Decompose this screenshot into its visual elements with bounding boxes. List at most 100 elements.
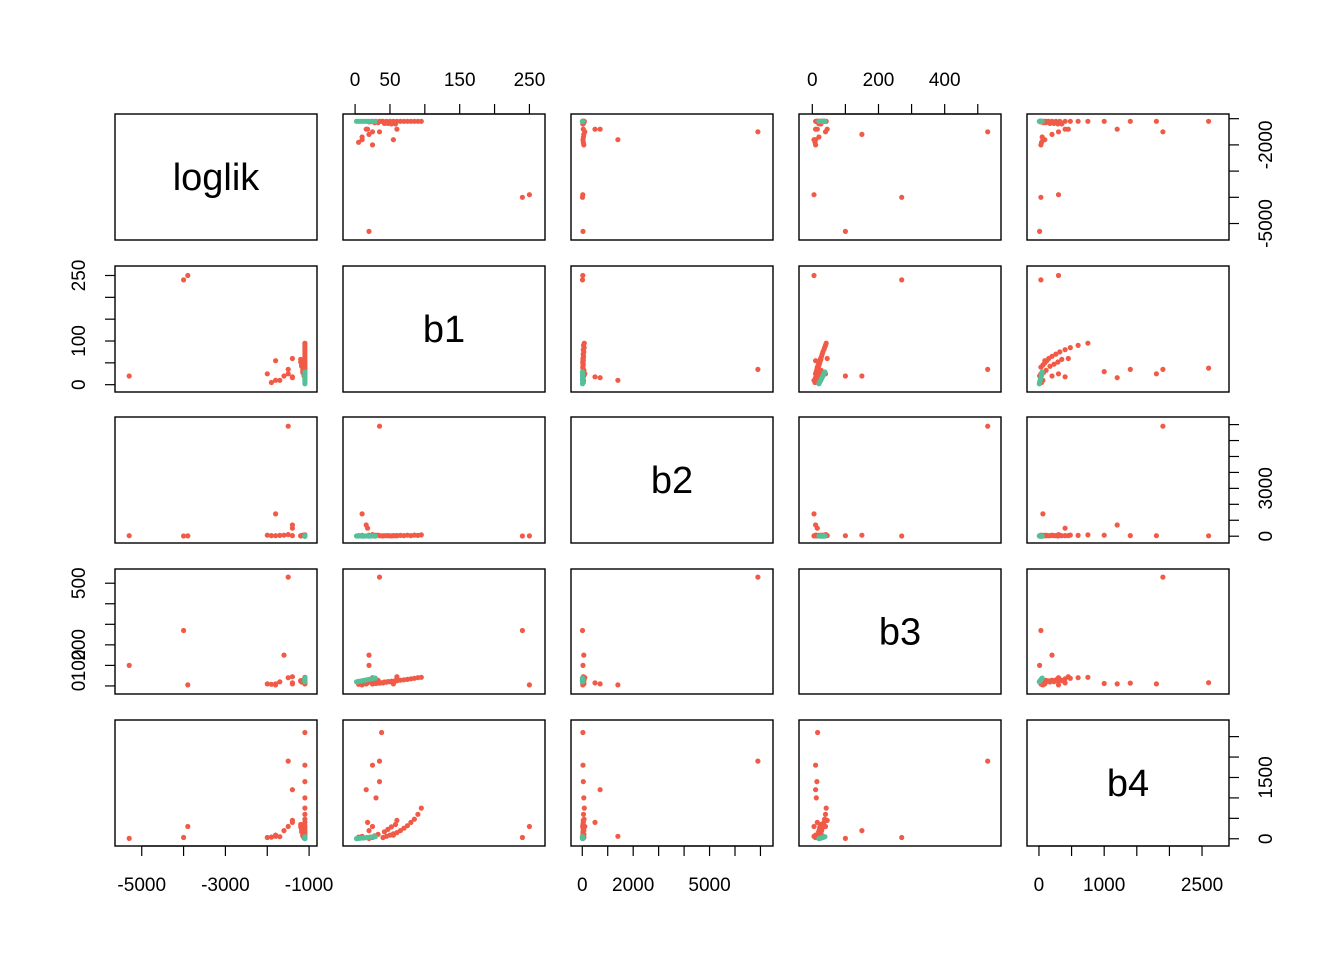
panel-b2-vs-b1: [342, 416, 546, 544]
point-b1-b4-23: [1059, 356, 1065, 362]
point-b4-loglik-29: [281, 828, 287, 834]
point-b3-b4-37: [1037, 662, 1043, 669]
ticklabel-bottom-b2-5: 5000: [688, 875, 730, 896]
point-b1-b3-47: [822, 369, 828, 375]
point-b1-loglik-36: [181, 277, 187, 283]
point-b1-loglik-27: [285, 371, 291, 377]
point-loglik-b4-28: [1160, 129, 1166, 135]
point-loglik-b1-22: [388, 121, 394, 127]
point-b4-b1-7: [404, 823, 410, 829]
point-b1-b4-10: [1075, 342, 1081, 348]
point-b2-loglik-23: [298, 533, 304, 539]
point-loglik-b1-11: [418, 118, 424, 124]
point-loglik-b1-47: [372, 118, 378, 124]
point-b3-b1-35: [526, 682, 533, 688]
point-b3-b1-31: [390, 681, 396, 687]
point-loglik-b4-26: [1065, 126, 1071, 132]
ticklabel-left-b1-5: 250: [69, 260, 90, 292]
point-b4-b3-47: [822, 834, 828, 840]
panel-b2-vs-b4: [1026, 416, 1230, 544]
point-b1-b3-37: [842, 373, 849, 379]
point-loglik-b4-9: [1067, 118, 1073, 124]
point-b2-b1-35: [526, 533, 533, 539]
point-b3-b4-11: [1085, 674, 1091, 680]
panel-b1-vs-b2: [570, 265, 774, 393]
point-b3-b1-26: [394, 674, 400, 680]
point-b3-b4-13: [1127, 680, 1133, 686]
point-b1-loglik-47: [302, 369, 308, 375]
point-b2-b1-47: [372, 533, 378, 539]
point-b1-b4-21: [1051, 361, 1057, 367]
point-b2-loglik-33: [268, 533, 274, 539]
point-b2-loglik-26: [289, 533, 295, 539]
point-b4-loglik-37: [126, 835, 132, 842]
panel-b1-vs-b3: [798, 265, 1002, 393]
point-b4-b3-10: [822, 811, 829, 817]
point-b1-b2-11: [581, 340, 587, 346]
point-loglik-b3-35: [811, 192, 817, 198]
point-b4-b1-12: [373, 795, 379, 801]
point-loglik-b4-19: [1043, 120, 1049, 126]
point-b4-b1-27: [369, 823, 376, 830]
ticklabel-left-b3-0: 0: [69, 681, 90, 692]
point-b3-b4-10: [1075, 675, 1081, 681]
point-b3-loglik-29: [281, 652, 287, 658]
point-b1-b4-20: [1047, 363, 1053, 369]
ticklabel-bottom-b2-2: 2000: [612, 875, 654, 896]
point-b4-b2-28: [755, 758, 761, 764]
point-loglik-b4-21: [1051, 120, 1057, 126]
point-loglik-b1-37: [366, 228, 372, 234]
point-b4-b1-9: [411, 816, 417, 822]
point-loglik-b4-23: [1059, 121, 1065, 127]
point-b4-loglik-36: [181, 834, 187, 841]
point-b2-b4-10: [1075, 532, 1081, 539]
point-b1-b3-36: [899, 277, 905, 283]
ticklabel-bottom-loglik-0: -5000: [117, 875, 166, 896]
point-loglik-b2-36: [579, 194, 586, 200]
point-b4-b3-36: [899, 834, 905, 841]
point-b3-b4-36: [1038, 627, 1044, 634]
point-loglik-b4-10: [1075, 118, 1081, 124]
point-b1-loglik-23: [298, 356, 304, 362]
ticklabel-bottom-loglik-2: -3000: [201, 875, 250, 896]
point-b1-b4-5: [1049, 353, 1055, 359]
point-loglik-b1-36: [519, 194, 526, 200]
point-b1-b4-47: [1039, 369, 1045, 375]
diagonal-label-b2: b2: [651, 460, 693, 502]
ticklabel-left-b3-5: 500: [69, 567, 90, 599]
point-b1-b2-28: [755, 366, 761, 372]
point-b4-b3-29: [859, 828, 865, 834]
point-b2-b4-11: [1085, 532, 1091, 538]
ticklabel-top-b3-4: 400: [929, 70, 961, 91]
point-b2-b3-29: [859, 532, 865, 538]
ticklabel-top-b1-0: 0: [350, 70, 361, 91]
point-loglik-b3-28: [985, 129, 991, 135]
diagonal-label-loglik: loglik: [173, 157, 261, 199]
point-b4-b2-10: [580, 811, 587, 817]
point-b4-b3-24: [814, 819, 820, 826]
point-b2-loglik-37: [126, 533, 132, 539]
panel-b4-vs-b2: [570, 719, 774, 847]
point-b4-b3-35: [811, 823, 817, 830]
point-b4-b1-15: [379, 729, 385, 736]
panel-b3-vs-loglik: [114, 568, 318, 695]
panel-b4-vs-b3: [798, 719, 1002, 847]
point-loglik-b1-34: [369, 142, 376, 148]
point-b3-b4-24: [1062, 680, 1068, 686]
point-b3-b4-26: [1065, 674, 1071, 680]
point-b1-loglik-34: [264, 371, 270, 377]
point-b1-loglik-26: [289, 355, 295, 362]
point-b2-b4-29: [1049, 532, 1055, 538]
point-b2-b4-15: [1206, 533, 1212, 539]
point-b4-loglik-23: [298, 821, 304, 828]
point-b2-b1-31: [390, 533, 396, 539]
point-b3-b4-25: [1114, 681, 1120, 687]
point-loglik-b2-32: [615, 137, 621, 143]
point-b4-b2-25: [597, 787, 603, 793]
point-b2-b4-24: [1062, 525, 1068, 531]
point-b3-loglik-26: [289, 674, 295, 680]
point-b3-loglik-28: [285, 574, 291, 580]
point-b2-b4-35: [1055, 533, 1062, 539]
point-b4-b3-12: [813, 795, 819, 801]
